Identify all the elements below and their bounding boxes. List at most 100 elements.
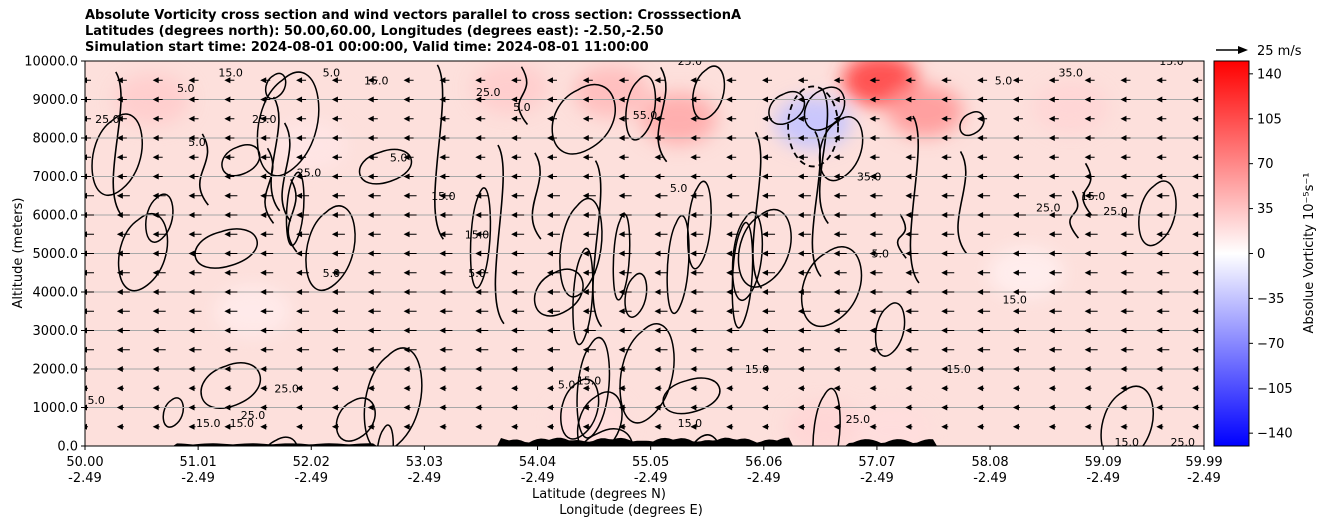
wind-vector-head-530 — [726, 115, 733, 122]
wind-vector-head-567 — [905, 96, 912, 103]
wind-vector-head-4 — [224, 423, 231, 430]
wind-vector-head-398 — [582, 192, 589, 199]
wind-vector-head-445 — [1120, 173, 1127, 180]
wind-vector-head-306 — [726, 250, 733, 257]
wind-vector-head-15 — [618, 423, 625, 430]
wind-vector-head-516 — [224, 115, 231, 122]
negative-contour — [787, 85, 839, 168]
wind-vector-head-179 — [762, 327, 769, 334]
wind-vector-head-241 — [690, 289, 697, 295]
wind-vector-head-118 — [869, 366, 876, 372]
wind-vector-head-590 — [582, 77, 589, 84]
wind-vector-head-215 — [905, 308, 912, 315]
wind-vector-head-18 — [726, 423, 733, 430]
y-axis-label: Altitude (meters) — [11, 198, 26, 309]
wind-vector-head-94 — [1156, 385, 1163, 392]
x-tick-label-lon-9: -2.49 — [1086, 471, 1120, 486]
wind-vector-head-47 — [618, 404, 625, 411]
wind-vector-head-324 — [224, 231, 231, 238]
wind-vector-head-570 — [1012, 96, 1019, 103]
wind-vector-head-164 — [224, 327, 231, 334]
wind-vector-head-88 — [941, 385, 948, 392]
wind-vector-head-80 — [654, 385, 661, 392]
contour-line-44 — [690, 434, 721, 446]
wind-vector-head-389 — [260, 192, 267, 199]
contour-streak-4 — [819, 88, 829, 225]
wind-vector-head-281 — [977, 269, 984, 276]
x-tick-label-lat-0: 50.00 — [66, 455, 103, 470]
wind-vector-head-170 — [439, 327, 446, 334]
wind-vector-head-546 — [152, 96, 159, 103]
wind-vector-head-314 — [1012, 250, 1019, 257]
contour-streak-14 — [531, 152, 542, 240]
wind-vector-head-290 — [152, 250, 159, 257]
wind-vector-head-93 — [1120, 385, 1127, 392]
wind-vector-head-142 — [582, 346, 589, 353]
wind-vector-head-558 — [582, 96, 589, 103]
wind-vector-head-148 — [797, 346, 804, 353]
wind-vector-head-366 — [582, 212, 589, 218]
wind-vector-head-262 — [296, 269, 303, 276]
contour-label-23: 15.0 — [1002, 294, 1027, 307]
wind-vector-head-597 — [833, 77, 840, 84]
wind-vector-head-35 — [188, 404, 195, 411]
wind-vector-head-436 — [797, 173, 804, 180]
wind-vector-head-365 — [546, 212, 553, 218]
contour-labels: 5.015.0 5.015.025.05.055.05.025.035.05.03… — [87, 61, 1195, 446]
wind-vector-head-607 — [1192, 77, 1199, 84]
contour-line-13 — [221, 144, 261, 177]
wind-vector-head-213 — [833, 308, 840, 315]
wind-vector-head-274 — [726, 269, 733, 276]
wind-vector-head-310 — [869, 250, 876, 257]
wind-vector-head-380 — [1084, 212, 1091, 218]
contour-line-14 — [117, 212, 169, 292]
wind-vector-head-154 — [1012, 346, 1019, 353]
vorticity-blob-8 — [271, 119, 348, 172]
y-tick-label-6: 6000.0 — [33, 209, 79, 224]
wind-vector-head-192 — [85, 308, 87, 315]
wind-vector-head-147 — [762, 346, 769, 353]
x-tick-label-lon-3: -2.49 — [408, 471, 442, 486]
wind-vector-head-152 — [941, 346, 948, 353]
wind-vector-head-161 — [116, 327, 123, 334]
wind-vector-head-578 — [152, 77, 159, 84]
x-tick-label-lat-2: 52.02 — [293, 455, 330, 470]
wind-vector-head-383 — [1192, 212, 1199, 218]
wind-vector-head-554 — [439, 96, 446, 103]
wind-vector-head-258 — [152, 269, 159, 276]
wind-vector-head-186 — [1012, 327, 1019, 334]
wind-vector-head-117 — [833, 366, 840, 372]
wind-vector-head-56 — [941, 404, 948, 411]
wind-vector-head-577 — [116, 77, 123, 84]
x-tick-label-lon-10: -2.49 — [1187, 471, 1221, 486]
x-tick-label-lat-7: 57.07 — [858, 455, 895, 470]
wind-vector-head-251 — [1048, 289, 1055, 295]
wind-vector-head-587 — [475, 77, 482, 84]
wind-vector-head-254 — [1156, 289, 1163, 295]
wind-vector-head-582 — [296, 77, 303, 84]
wind-vector-head-561 — [690, 96, 697, 103]
wind-vector-head-287 — [1192, 269, 1199, 276]
wind-vector-head-528 — [654, 115, 661, 122]
wind-vector-head-403 — [762, 192, 769, 199]
wind-vector-head-322 — [152, 231, 159, 238]
wind-vector-head-54 — [869, 404, 876, 411]
wind-vector-head-397 — [546, 192, 553, 199]
wind-vector-head-454 — [296, 154, 303, 161]
wind-vector-head-533 — [833, 115, 840, 122]
wind-vector-head-223 — [1192, 308, 1199, 315]
wind-vector-head-263 — [331, 269, 338, 276]
wind-vector-head-216 — [941, 308, 948, 315]
wind-vector-head-430 — [582, 173, 589, 180]
wind-vector-head-307 — [762, 250, 769, 257]
wind-vector-head-245 — [833, 289, 840, 295]
x-tick-label-lat-1: 51.01 — [180, 455, 217, 470]
contour-streak-17 — [198, 133, 209, 206]
wind-vector-head-304 — [654, 250, 661, 257]
wind-vector-head-470 — [869, 154, 876, 161]
wind-vector-head-295 — [331, 250, 338, 257]
wind-vector-head-110 — [582, 366, 589, 372]
wind-vector-head-524 — [511, 115, 518, 122]
vorticity-blob-1 — [573, 65, 650, 118]
wind-vector-head-392 — [367, 192, 374, 199]
